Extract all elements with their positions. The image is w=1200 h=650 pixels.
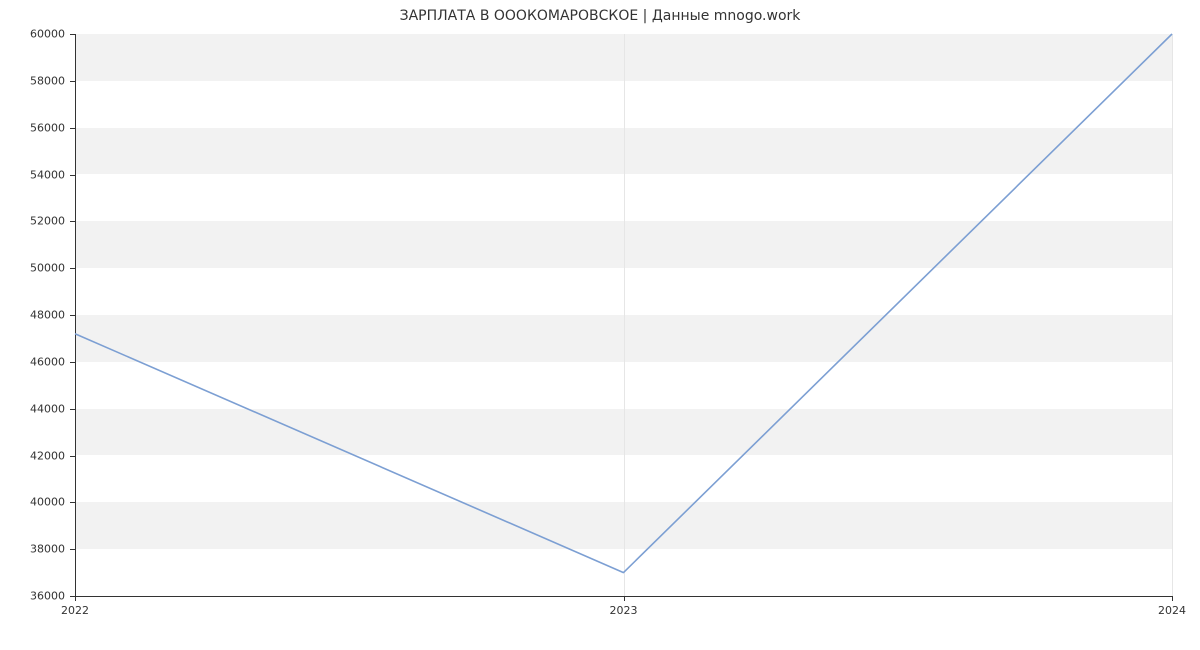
y-tick [70, 175, 75, 176]
x-tick-label: 2023 [610, 604, 638, 617]
y-tick-label: 36000 [0, 590, 65, 603]
y-tick-label: 58000 [0, 74, 65, 87]
y-tick-label: 42000 [0, 449, 65, 462]
y-tick-label: 50000 [0, 262, 65, 275]
y-tick-label: 52000 [0, 215, 65, 228]
y-tick [70, 502, 75, 503]
y-tick [70, 221, 75, 222]
x-tick [1172, 596, 1173, 601]
y-tick [70, 268, 75, 269]
plot-area [75, 34, 1172, 596]
y-tick-label: 38000 [0, 543, 65, 556]
x-tick-label: 2022 [61, 604, 89, 617]
y-tick-label: 56000 [0, 121, 65, 134]
y-tick-label: 48000 [0, 309, 65, 322]
y-tick-label: 60000 [0, 28, 65, 41]
salary-line-chart: ЗАРПЛАТА В ОООКОМАРОВСКОЕ | Данные mnogo… [0, 0, 1200, 650]
x-tick-label: 2024 [1158, 604, 1186, 617]
gridline-vertical [1172, 34, 1173, 596]
line-layer [75, 34, 1172, 596]
y-tick [70, 81, 75, 82]
y-tick [70, 315, 75, 316]
x-tick [75, 596, 76, 601]
x-tick [624, 596, 625, 601]
y-tick [70, 409, 75, 410]
y-tick-label: 54000 [0, 168, 65, 181]
y-tick [70, 128, 75, 129]
y-tick [70, 34, 75, 35]
chart-title: ЗАРПЛАТА В ОООКОМАРОВСКОЕ | Данные mnogo… [0, 8, 1200, 24]
y-tick-label: 44000 [0, 402, 65, 415]
series-line-salary [75, 34, 1172, 573]
y-tick-label: 40000 [0, 496, 65, 509]
y-tick [70, 362, 75, 363]
y-tick [70, 549, 75, 550]
y-tick-label: 46000 [0, 355, 65, 368]
y-tick [70, 456, 75, 457]
